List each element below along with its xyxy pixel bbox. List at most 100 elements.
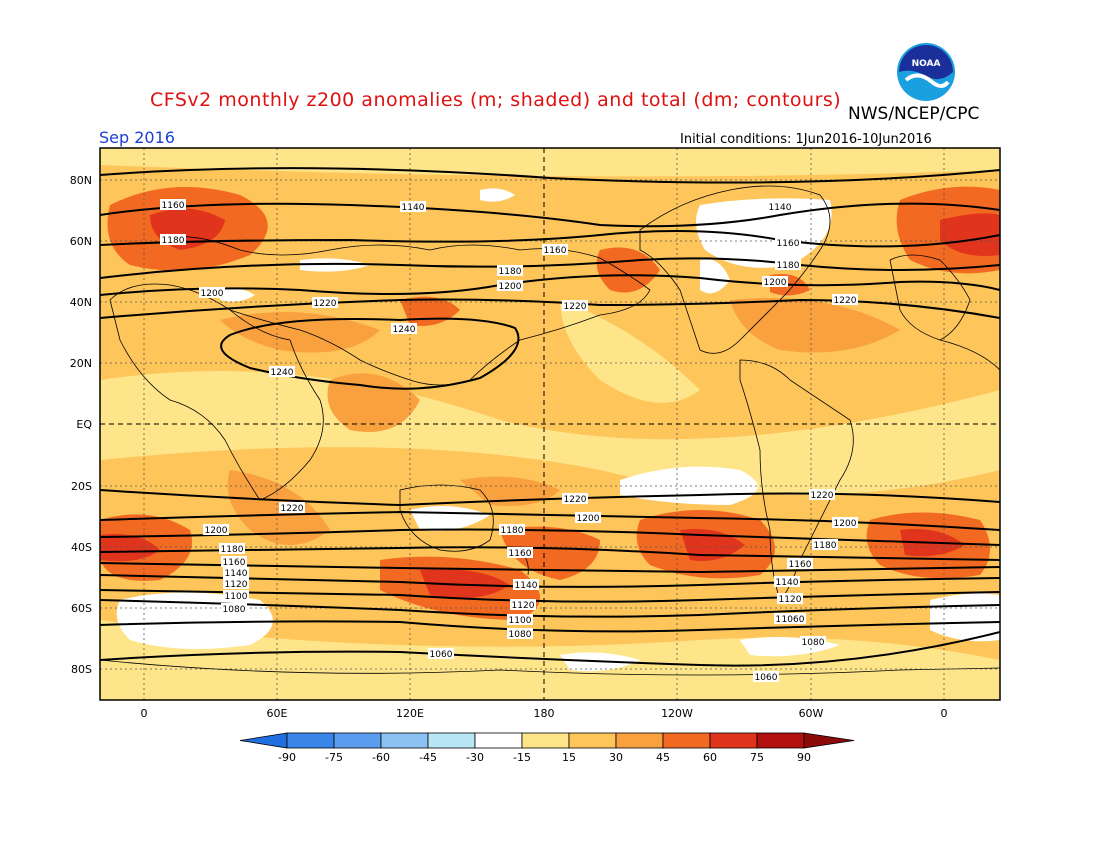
contour-label: 1220 (314, 299, 337, 309)
contour-label-box (762, 276, 788, 287)
colorbar-segment (474, 732, 523, 749)
colorbar-label: 90 (797, 751, 811, 764)
contour-label: 1200 (499, 282, 522, 292)
lat-label: 40S (71, 541, 92, 554)
contour-label-box (753, 671, 779, 682)
contour-label: 1180 (814, 541, 837, 551)
contour-label: 1240 (393, 325, 416, 335)
contour-label: 1160 (162, 201, 185, 211)
contour-label-box (221, 556, 247, 567)
contour-label: 1220 (811, 491, 834, 501)
initial-conditions-label: Initial conditions: 1Jun2016-10Jun2016 (680, 132, 932, 147)
latitude-axis: 80N 60N 40N 20N EQ 20S 40S 60S 80S (70, 174, 93, 676)
lon-label: 120W (661, 707, 693, 720)
contour-label: 1180 (777, 261, 800, 271)
contour-labels: 1160118011401160114011601180120012001220… (160, 199, 858, 683)
contour-label: 1060 (782, 615, 805, 625)
lat-label: 60N (70, 235, 92, 248)
contour-label-box (767, 201, 793, 212)
contour-label-box (223, 590, 249, 601)
contour-label: 1060 (755, 673, 778, 683)
contour-label-box (542, 244, 568, 255)
contour-label-box (787, 558, 813, 569)
contour-label: 1160 (777, 239, 800, 249)
colorbar-right-arrow (803, 732, 855, 749)
contour-label-box (775, 237, 801, 248)
contour-label-box (269, 366, 295, 377)
contour-label: 1220 (834, 296, 857, 306)
contour-label: 1240 (271, 368, 294, 378)
lon-label: 60W (799, 707, 824, 720)
contour-label-box (774, 576, 800, 587)
colorbar-segment (380, 732, 429, 749)
contour-label-box (777, 593, 803, 604)
contour-label-box (507, 614, 533, 625)
lat-label: 40N (70, 296, 92, 309)
contour-label-box (199, 287, 225, 298)
contour-label: 1200 (205, 526, 228, 536)
contour-label: 1180 (221, 545, 244, 555)
contour-label-box (809, 489, 835, 500)
contour-label: 1220 (281, 504, 304, 514)
agency-label: NWS/NCEP/CPC (848, 104, 980, 124)
contour-label-box (203, 524, 229, 535)
colorbar-label: -60 (372, 751, 390, 764)
contour-label: 1160 (509, 549, 532, 559)
colorbar-segment (333, 732, 382, 749)
contour-label-box (312, 297, 338, 308)
contour-label: 1200 (577, 514, 600, 524)
lon-label: 0 (141, 707, 148, 720)
contour-label-box (219, 543, 245, 554)
contour-label-box (510, 599, 536, 610)
contour-label: 1080 (223, 605, 246, 615)
contour-label-box (223, 567, 249, 578)
height-contours (100, 167, 1000, 667)
contour-label: 1220 (564, 302, 587, 312)
contour-label: 1180 (499, 267, 522, 277)
contour-label-box (497, 265, 523, 276)
contour-label: 1140 (776, 578, 799, 588)
contour-label-box (279, 502, 305, 513)
contour-label: 1100 (225, 592, 248, 602)
colorbar-label: 75 (750, 751, 764, 764)
contour-label: 1120 (512, 601, 535, 611)
colorbar-label: 30 (609, 751, 623, 764)
contour-label: 1180 (162, 236, 185, 246)
contour-label: 1100 (509, 616, 532, 626)
colorbar-segment (662, 732, 711, 749)
contour-label-box (507, 547, 533, 558)
contour-label: 1180 (501, 526, 524, 536)
contour-label-box (562, 493, 588, 504)
colorbar: -90 -75 -60 -45 -30 -15 15 30 45 60 75 90 (239, 732, 855, 764)
colorbar-label: -45 (419, 751, 437, 764)
colorbar-segment (427, 732, 476, 749)
contour-label: 1200 (834, 519, 857, 529)
lat-label: EQ (76, 418, 92, 431)
lon-label: 60E (267, 707, 288, 720)
lat-label: 80S (71, 663, 92, 676)
contour-label-box (428, 648, 454, 659)
colorbar-segment (286, 732, 335, 749)
contour-label-box (497, 280, 523, 291)
colorbar-label: -30 (466, 751, 484, 764)
lon-label: 0 (941, 707, 948, 720)
contour-label-box (223, 578, 249, 589)
lat-label: 80N (70, 174, 92, 187)
contour-label: 1160 (223, 558, 246, 568)
figure-title: CFSv2 monthly z200 anomalies (m; shaded)… (150, 89, 842, 111)
colorbar-label: 45 (656, 751, 670, 764)
contour-label: 1080 (509, 630, 532, 640)
contour-label: 1160 (789, 560, 812, 570)
contour-label-box (812, 539, 838, 550)
contour-label-box (780, 613, 806, 624)
logo-text: NOAA (912, 59, 941, 69)
contour-label: 1160 (544, 246, 567, 256)
colorbar-segment (709, 732, 758, 749)
contour-label-box (499, 524, 525, 535)
colorbar-segment (521, 732, 570, 749)
contour-label: 1120 (225, 580, 248, 590)
contour-label: 1220 (564, 495, 587, 505)
colorbar-segment (568, 732, 617, 749)
contour-label-box (800, 636, 826, 647)
